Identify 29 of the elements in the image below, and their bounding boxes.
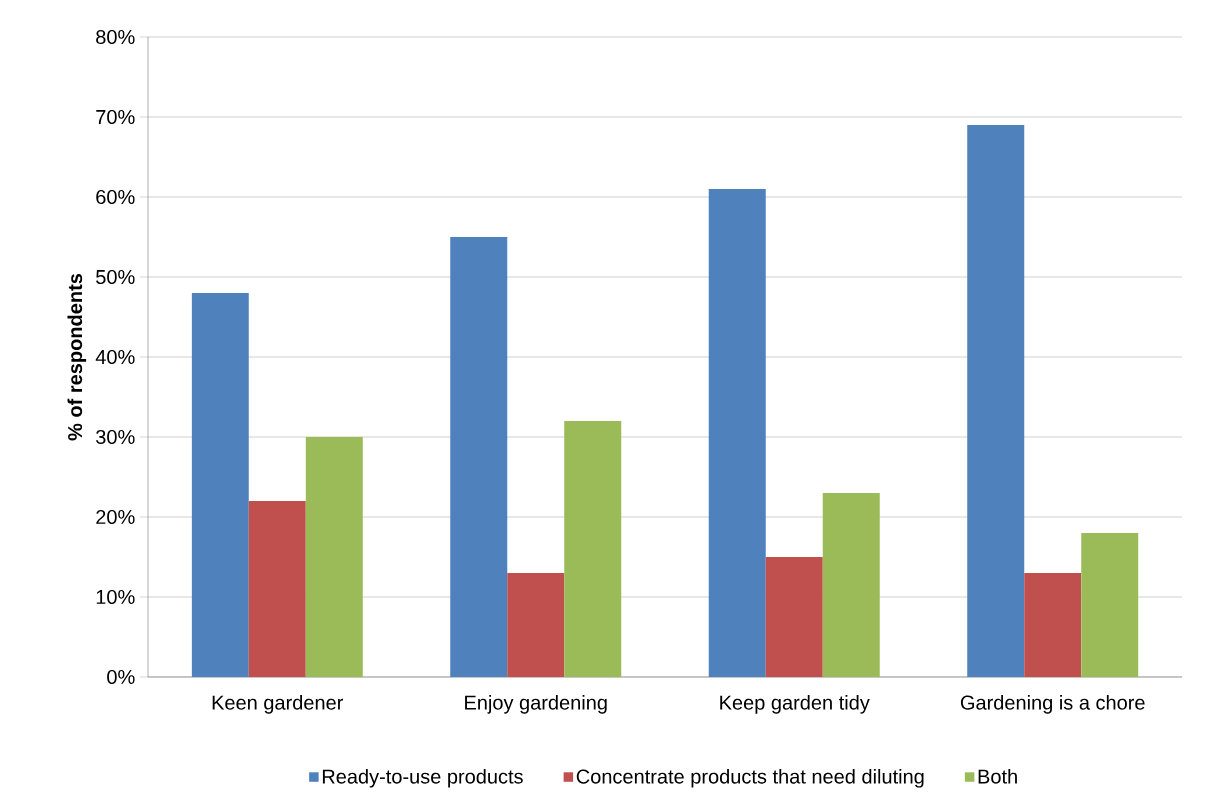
legend-label: Ready-to-use products	[322, 768, 523, 788]
y-tick-label: 40%	[95, 349, 135, 365]
legend-label: Both	[978, 768, 1017, 784]
y-tick-label: 0%	[107, 669, 135, 685]
bar	[248, 500, 306, 677]
bar	[822, 492, 880, 677]
bar	[765, 556, 823, 677]
bar	[1081, 532, 1139, 677]
legend-label: Concentrate products that need diluting	[576, 768, 924, 788]
bar	[191, 293, 249, 677]
bar	[305, 436, 363, 677]
y-tick-label: 60%	[96, 189, 135, 205]
y-tick-label: 10%	[96, 589, 135, 605]
x-tick-label: Enjoy gardening	[465, 695, 607, 714]
y-tick-label: 80%	[96, 29, 135, 45]
bar	[450, 237, 508, 677]
x-tick-label: Keep garden tidy	[720, 695, 870, 714]
y-tick-label: 30%	[96, 429, 135, 445]
x-tick-label: Gardening is a chore	[960, 695, 1145, 714]
bar	[708, 188, 766, 677]
bar	[507, 572, 565, 677]
bar	[564, 420, 622, 677]
x-tick-label: Keen gardener	[212, 695, 344, 714]
bar	[967, 125, 1025, 677]
y-axis-title: % of respondents	[67, 273, 87, 441]
y-tick-label: 50%	[96, 269, 135, 285]
bar	[1024, 572, 1082, 677]
y-tick-label: 20%	[96, 509, 135, 525]
y-tick-label: 70%	[96, 109, 135, 125]
